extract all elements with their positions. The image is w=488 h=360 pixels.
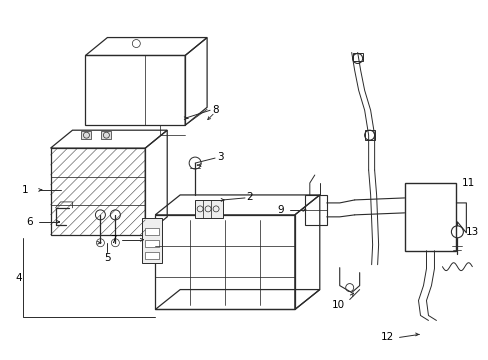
Bar	[304, 195, 326, 225]
Text: 7: 7	[109, 235, 116, 245]
Text: 10: 10	[331, 300, 344, 310]
Bar	[145, 228, 159, 235]
Text: 3: 3	[216, 152, 223, 162]
Bar	[195, 200, 223, 218]
Bar	[85, 55, 185, 125]
Bar	[142, 218, 162, 263]
Bar	[404, 183, 455, 251]
Text: 6: 6	[26, 217, 33, 227]
Bar	[364, 130, 374, 140]
Bar	[81, 131, 91, 139]
Text: 12: 12	[380, 332, 393, 342]
Text: 2: 2	[246, 192, 253, 202]
Bar	[50, 148, 145, 235]
Text: 1: 1	[22, 185, 29, 195]
Bar	[352, 54, 362, 62]
Text: 8: 8	[211, 105, 218, 115]
Text: 13: 13	[465, 227, 478, 237]
Text: 5: 5	[104, 253, 110, 263]
Bar	[145, 252, 159, 259]
Text: 4: 4	[16, 273, 22, 283]
Bar	[155, 215, 294, 310]
Bar	[101, 131, 111, 139]
Text: 11: 11	[461, 178, 474, 188]
Text: 9: 9	[277, 205, 284, 215]
Bar	[145, 240, 159, 247]
